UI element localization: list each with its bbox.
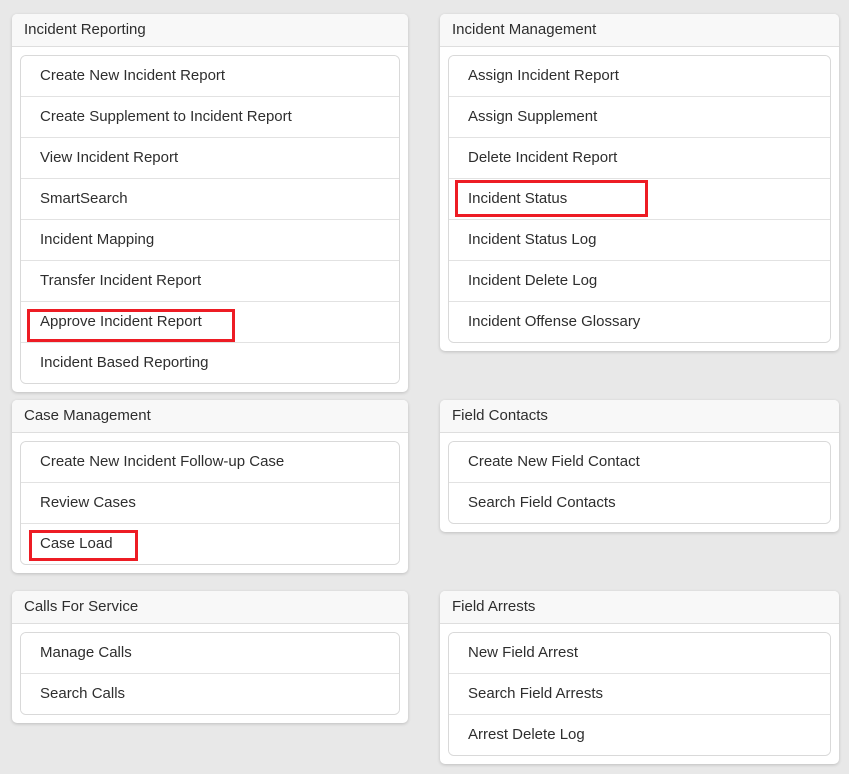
menu-item-label: Incident Based Reporting	[40, 354, 209, 371]
menu-item-manage-calls[interactable]: Manage Calls	[21, 633, 399, 674]
panel-field-contacts-body: Create New Field Contact Search Field Co…	[440, 433, 839, 532]
panel-case-management-body: Create New Incident Follow-up Case Revie…	[12, 433, 408, 573]
menu-item-label: Approve Incident Report	[40, 313, 202, 330]
menu-item-incident-status[interactable]: Incident Status	[449, 179, 830, 220]
menu-item-label: Review Cases	[40, 494, 136, 511]
menu-item-search-field-arrests[interactable]: Search Field Arrests	[449, 674, 830, 715]
menu-item-label: Incident Status	[468, 190, 568, 207]
menu-item-arrest-delete-log[interactable]: Arrest Delete Log	[449, 715, 830, 755]
row-1: Incident Reporting Create New Incident R…	[12, 0, 849, 392]
menu-item-label: Case Load	[40, 535, 113, 552]
menu-item-label: View Incident Report	[40, 149, 179, 166]
menu-item-label: Transfer Incident Report	[40, 272, 202, 289]
panel-incident-management-header: Incident Management	[440, 14, 839, 47]
menu-item-incident-status-log[interactable]: Incident Status Log	[449, 220, 830, 261]
menu-item-incident-delete-log[interactable]: Incident Delete Log	[449, 261, 830, 302]
menu-item-label: Create Supplement to Incident Report	[40, 108, 292, 125]
menu-item-label: Create New Field Contact	[468, 453, 640, 470]
menu-item-label: Arrest Delete Log	[468, 726, 585, 743]
menu-item-label: Create New Incident Follow-up Case	[40, 453, 285, 470]
panel-incident-management: Incident Management Assign Incident Repo…	[440, 14, 839, 351]
menu-item-label: Search Field Contacts	[468, 494, 616, 511]
menu-item-label: Incident Delete Log	[468, 272, 598, 289]
menu-item-label: SmartSearch	[40, 190, 128, 207]
calls-for-service-menu: Manage Calls Search Calls	[20, 632, 400, 715]
menu-item-label: Create New Incident Report	[40, 67, 226, 84]
panel-case-management-header: Case Management	[12, 400, 408, 433]
field-contacts-menu: Create New Field Contact Search Field Co…	[448, 441, 831, 524]
menu-item-label: Manage Calls	[40, 644, 132, 661]
menu-item-label: Incident Mapping	[40, 231, 155, 248]
panel-field-arrests-body: New Field Arrest Search Field Arrests Ar…	[440, 624, 839, 764]
panel-incident-reporting-header: Incident Reporting	[12, 14, 408, 47]
menu-item-transfer-incident-report[interactable]: Transfer Incident Report	[21, 261, 399, 302]
menu-item-label: Incident Offense Glossary	[468, 313, 641, 330]
incident-reporting-menu: Create New Incident Report Create Supple…	[20, 55, 400, 384]
menu-item-smartsearch[interactable]: SmartSearch	[21, 179, 399, 220]
menu-item-new-field-arrest[interactable]: New Field Arrest	[449, 633, 830, 674]
menu-item-label: Search Field Arrests	[468, 685, 604, 702]
menu-item-label: Assign Incident Report	[468, 67, 619, 84]
menu-item-label: Incident Status Log	[468, 231, 597, 248]
menu-item-incident-mapping[interactable]: Incident Mapping	[21, 220, 399, 261]
menu-item-approve-incident-report[interactable]: Approve Incident Report	[21, 302, 399, 343]
panel-title: Field Contacts	[452, 407, 548, 424]
menu-item-review-cases[interactable]: Review Cases	[21, 483, 399, 524]
menu-item-label: Delete Incident Report	[468, 149, 618, 166]
menu-item-delete-incident-report[interactable]: Delete Incident Report	[449, 138, 830, 179]
panel-field-contacts: Field Contacts Create New Field Contact …	[440, 400, 839, 532]
menu-item-create-new-incident-report[interactable]: Create New Incident Report	[21, 56, 399, 97]
menu-item-create-supplement-to-incident-report[interactable]: Create Supplement to Incident Report	[21, 97, 399, 138]
menu-item-case-load[interactable]: Case Load	[21, 524, 399, 564]
menu-item-view-incident-report[interactable]: View Incident Report	[21, 138, 399, 179]
menu-item-search-field-contacts[interactable]: Search Field Contacts	[449, 483, 830, 523]
panel-title: Field Arrests	[452, 598, 536, 615]
panel-incident-management-body: Assign Incident Report Assign Supplement…	[440, 47, 839, 351]
menu-item-label: Search Calls	[40, 685, 126, 702]
menu-item-assign-supplement[interactable]: Assign Supplement	[449, 97, 830, 138]
panel-field-contacts-header: Field Contacts	[440, 400, 839, 433]
case-management-menu: Create New Incident Follow-up Case Revie…	[20, 441, 400, 565]
panel-calls-for-service-body: Manage Calls Search Calls	[12, 624, 408, 723]
panel-field-arrests-header: Field Arrests	[440, 591, 839, 624]
panel-title: Calls For Service	[24, 598, 139, 615]
panel-title: Incident Management	[452, 21, 597, 38]
panel-incident-reporting: Incident Reporting Create New Incident R…	[12, 14, 408, 392]
menu-item-search-calls[interactable]: Search Calls	[21, 674, 399, 714]
panel-case-management: Case Management Create New Incident Foll…	[12, 400, 408, 573]
menu-item-incident-based-reporting[interactable]: Incident Based Reporting	[21, 343, 399, 383]
menu-item-incident-offense-glossary[interactable]: Incident Offense Glossary	[449, 302, 830, 342]
menu-item-label: New Field Arrest	[468, 644, 579, 661]
panel-title: Case Management	[24, 407, 151, 424]
row-3: Calls For Service Manage Calls Search Ca…	[12, 591, 849, 764]
field-arrests-menu: New Field Arrest Search Field Arrests Ar…	[448, 632, 831, 756]
panel-calls-for-service: Calls For Service Manage Calls Search Ca…	[12, 591, 408, 723]
panel-title: Incident Reporting	[24, 21, 146, 38]
menu-item-create-new-incident-follow-up-case[interactable]: Create New Incident Follow-up Case	[21, 442, 399, 483]
menu-item-assign-incident-report[interactable]: Assign Incident Report	[449, 56, 830, 97]
incident-management-menu: Assign Incident Report Assign Supplement…	[448, 55, 831, 343]
panel-incident-reporting-body: Create New Incident Report Create Supple…	[12, 47, 408, 392]
panel-calls-for-service-header: Calls For Service	[12, 591, 408, 624]
menu-item-create-new-field-contact[interactable]: Create New Field Contact	[449, 442, 830, 483]
panel-field-arrests: Field Arrests New Field Arrest Search Fi…	[440, 591, 839, 764]
row-2: Case Management Create New Incident Foll…	[12, 400, 849, 573]
menu-item-label: Assign Supplement	[468, 108, 598, 125]
